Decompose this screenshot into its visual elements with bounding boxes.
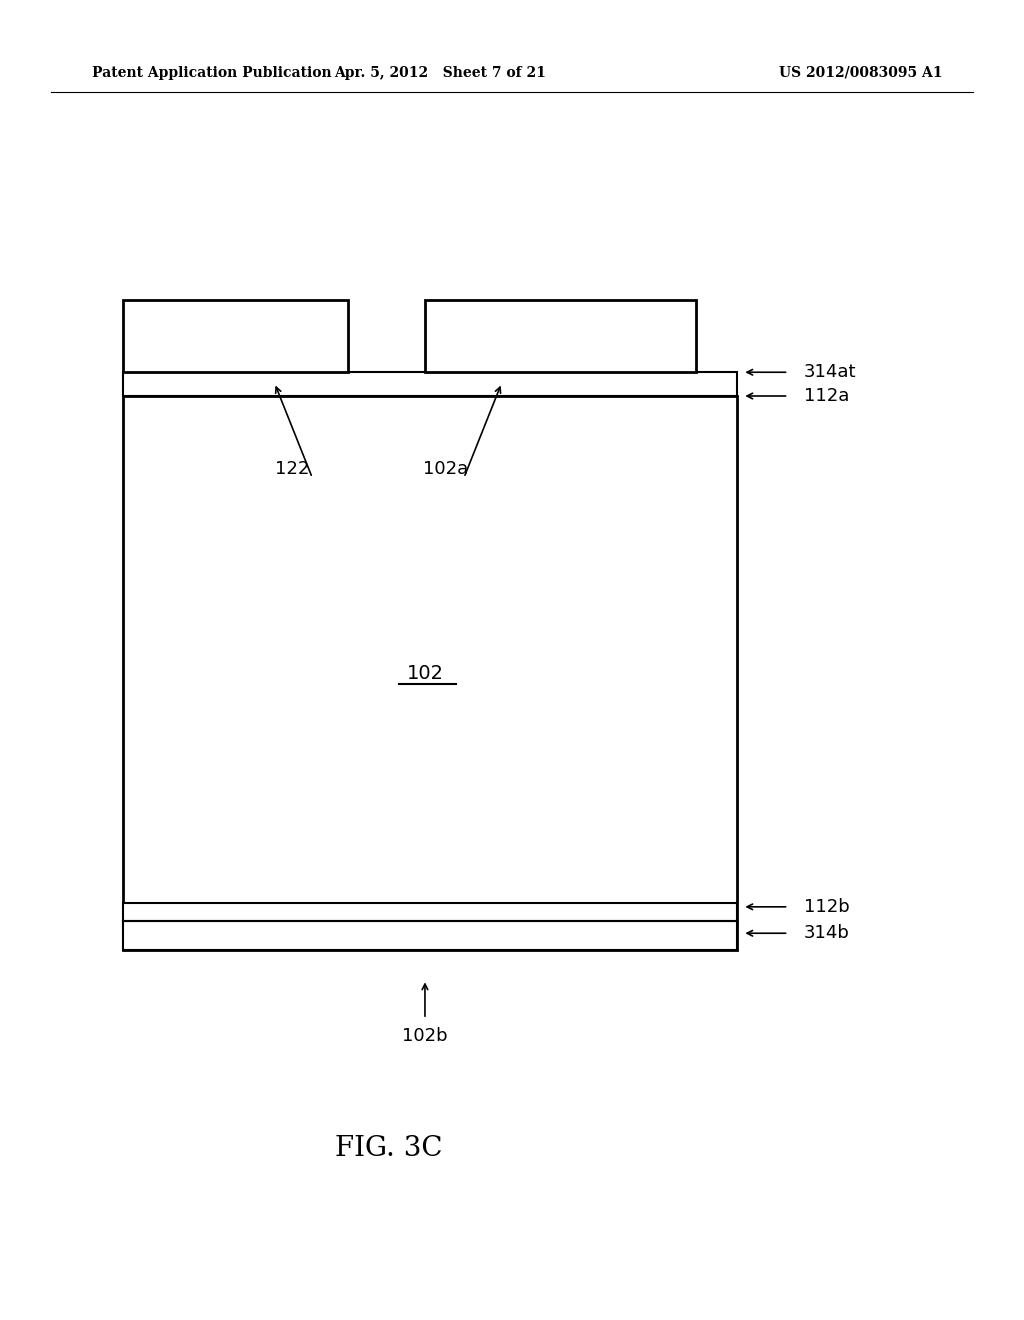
Bar	[123, 300, 348, 372]
Text: US 2012/0083095 A1: US 2012/0083095 A1	[778, 66, 942, 79]
Text: Apr. 5, 2012   Sheet 7 of 21: Apr. 5, 2012 Sheet 7 of 21	[335, 66, 546, 79]
Text: 102a: 102a	[423, 459, 468, 478]
Text: FIG. 3C: FIG. 3C	[336, 1135, 442, 1162]
Text: 314b: 314b	[804, 924, 850, 942]
Bar	[123, 372, 737, 396]
Bar	[123, 903, 737, 927]
Text: 314at: 314at	[804, 363, 856, 381]
Bar	[123, 396, 737, 950]
Bar	[123, 921, 737, 950]
Text: Patent Application Publication: Patent Application Publication	[92, 66, 332, 79]
Bar	[425, 300, 696, 372]
Text: 112b: 112b	[804, 898, 850, 916]
Text: 102: 102	[407, 664, 443, 682]
Text: 112a: 112a	[804, 387, 849, 405]
Text: 102b: 102b	[402, 1027, 447, 1045]
Text: 122: 122	[274, 459, 309, 478]
